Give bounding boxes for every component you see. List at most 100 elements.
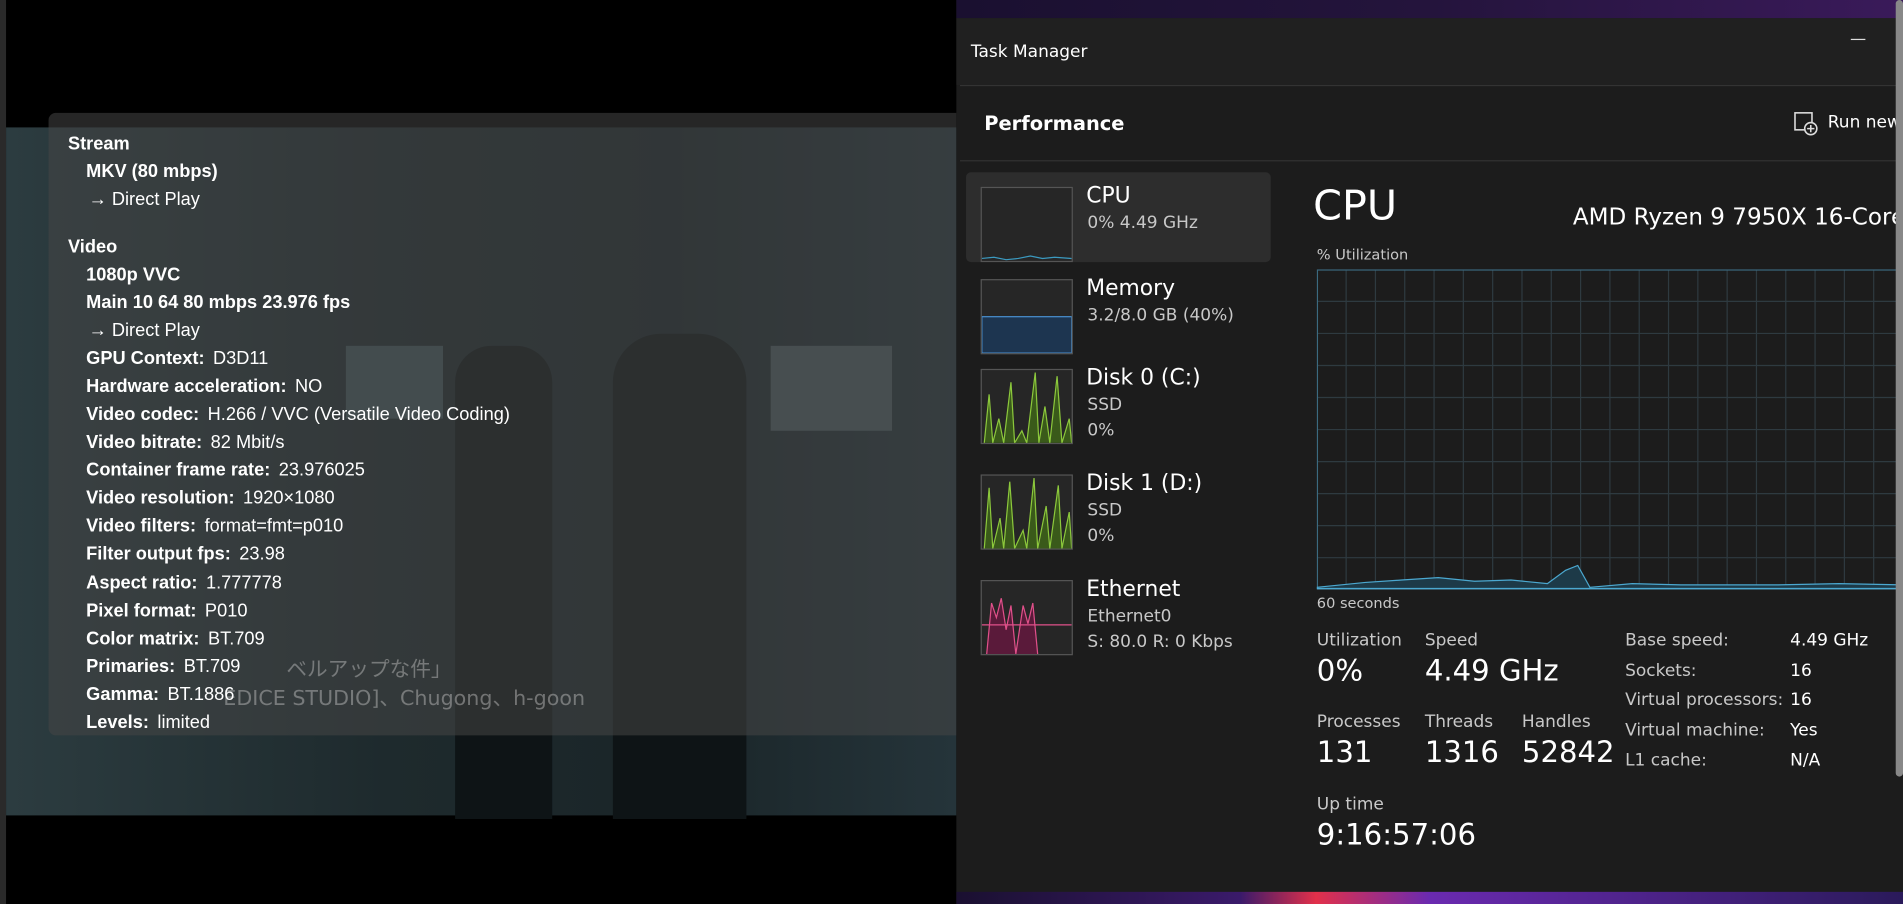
property-value: 82 Mbit/s (210, 432, 285, 453)
sparkline (983, 372, 1073, 445)
property-label: Video codec: (86, 404, 200, 425)
title-bar (956, 18, 1903, 85)
property-value: BT.709 (207, 628, 265, 649)
minimize-button[interactable] (1850, 38, 1866, 41)
stat-value: 1316 (1424, 735, 1499, 770)
property-value: 1920×1080 (243, 488, 335, 509)
property-value: 23.98 (239, 544, 285, 565)
stat-value: 9:16:57:06 (1316, 817, 1476, 852)
detail-heading: CPU (1313, 182, 1398, 231)
sidebar-name: CPU (1086, 183, 1131, 209)
property-row: Color matrix: BT.709 (86, 628, 264, 649)
property-row: Levels: limited (86, 712, 210, 733)
sidebar-detail: SSD (1087, 501, 1123, 521)
property-value: D3D11 (212, 348, 269, 369)
stat-value: 52842 (1521, 735, 1615, 770)
sidebar-graph (980, 279, 1073, 355)
stat-value: 0% (1316, 654, 1364, 689)
run-task-button[interactable]: Run new task (1794, 110, 1898, 139)
property-label: Video bitrate: (86, 432, 203, 453)
sidebar-detail: 0% 4.49 GHz (1087, 213, 1198, 233)
property-label: Video resolution: (86, 488, 235, 509)
property-value: limited (157, 712, 211, 733)
graph-label: % Utilization (1316, 246, 1409, 264)
sparkline (981, 255, 1072, 261)
desktop-strip (956, 0, 1903, 19)
property-label: Color matrix: (86, 628, 200, 649)
sparkline (983, 478, 1073, 551)
section-heading: Video (67, 236, 118, 258)
sidebar-detail: 0% (1087, 421, 1115, 441)
stat-label: Speed (1424, 630, 1479, 651)
property-row: Primaries: BT.709 (86, 656, 240, 677)
video-item: Main 10 64 80 mbps 23.976 fps (86, 292, 351, 314)
property-value: BT.709 (183, 656, 241, 677)
stat-value: 131 (1316, 735, 1373, 770)
stat-label: Up time (1316, 794, 1384, 815)
property-label: Hardware acceleration: (86, 376, 287, 397)
run-icon (1794, 112, 1818, 136)
property-label: Filter output fps: (86, 544, 231, 565)
sidebar-detail: Ethernet0 (1087, 606, 1172, 627)
stat-label: Handles (1521, 712, 1591, 732)
property-label: GPU Context: (86, 348, 205, 369)
sparkline (981, 316, 1073, 354)
property-row: Container frame rate: 23.976025 (86, 460, 365, 481)
window-edge (0, 0, 7, 904)
property-label: Aspect ratio: (86, 572, 198, 593)
property-row: Gamma: BT.1886 (86, 684, 234, 705)
video-item: 1080p VVC (86, 264, 181, 286)
cpu-model: AMD Ryzen 9 7950X 16-Core Processor (1572, 203, 1903, 231)
section-heading: Stream (67, 133, 130, 155)
spec-label: Virtual machine: (1625, 720, 1765, 741)
sparkline (981, 598, 1072, 655)
stats-overlay (48, 112, 957, 736)
header (959, 84, 1903, 162)
property-value: format=fmt=p010 (204, 516, 344, 537)
property-value: NO (295, 376, 323, 397)
property-row: Video bitrate: 82 Mbit/s (86, 432, 284, 453)
page-title: Performance (984, 111, 1125, 135)
property-label: Video filters: (86, 516, 197, 537)
stream-item: MKV (80 mbps) (86, 161, 218, 183)
spec-value: N/A (1790, 750, 1821, 771)
task-manager: Task Manager Performance Run new task CP… (956, 0, 1903, 904)
subtitle-line: EDICE STUDIO]、Chugong、h-goon (223, 686, 586, 712)
sidebar-graph (980, 368, 1073, 445)
property-row: Filter output fps: 23.98 (86, 544, 285, 565)
property-row: Pixel format: P010 (86, 600, 247, 621)
stat-label: Processes (1316, 712, 1401, 732)
spec-label: Virtual processors: (1625, 690, 1784, 711)
sidebar-name: Disk 1 (D:) (1086, 470, 1203, 497)
property-label: Levels: (86, 712, 149, 733)
property-value: BT.1886 (167, 684, 235, 705)
desktop-strip (956, 891, 1903, 904)
sidebar-name: Ethernet (1086, 576, 1181, 602)
spec-label: L1 cache: (1625, 750, 1707, 771)
spec-value: 4.49 GHz (1790, 630, 1869, 651)
property-label: Pixel format: (86, 600, 197, 621)
stat-value: 4.49 GHz (1424, 654, 1559, 689)
property-label: Primaries: (86, 656, 176, 677)
spec-value: Yes (1790, 720, 1818, 741)
sidebar-name: Disk 0 (C:) (1086, 365, 1201, 391)
property-row: Video resolution: 1920×1080 (86, 488, 334, 509)
property-value: 1.777778 (205, 572, 282, 593)
property-row: Video filters: format=fmt=p010 (86, 516, 343, 537)
property-row: Video codec: H.266 / VVC (Versatile Video… (86, 404, 510, 425)
sidebar-graph (980, 474, 1073, 551)
sidebar-detail: SSD (1087, 395, 1123, 415)
sidebar-name: Memory (1086, 275, 1176, 301)
property-value: P010 (204, 600, 248, 621)
property-label: Container frame rate: (86, 460, 271, 481)
sidebar-detail: 3.2/8.0 GB (40%) (1087, 305, 1234, 326)
subtitle-line: ベルアップな件」 (286, 657, 452, 682)
scrollbar[interactable] (1895, 0, 1903, 777)
property-row: GPU Context: D3D11 (86, 348, 268, 369)
stat-label: Threads (1424, 712, 1494, 732)
property-value: H.266 / VVC (Versatile Video Coding) (207, 404, 510, 425)
property-value: 23.976025 (278, 460, 365, 481)
spec-value: 16 (1790, 660, 1812, 681)
sidebar-detail: S: 80.0 R: 0 Kbps (1087, 632, 1233, 652)
